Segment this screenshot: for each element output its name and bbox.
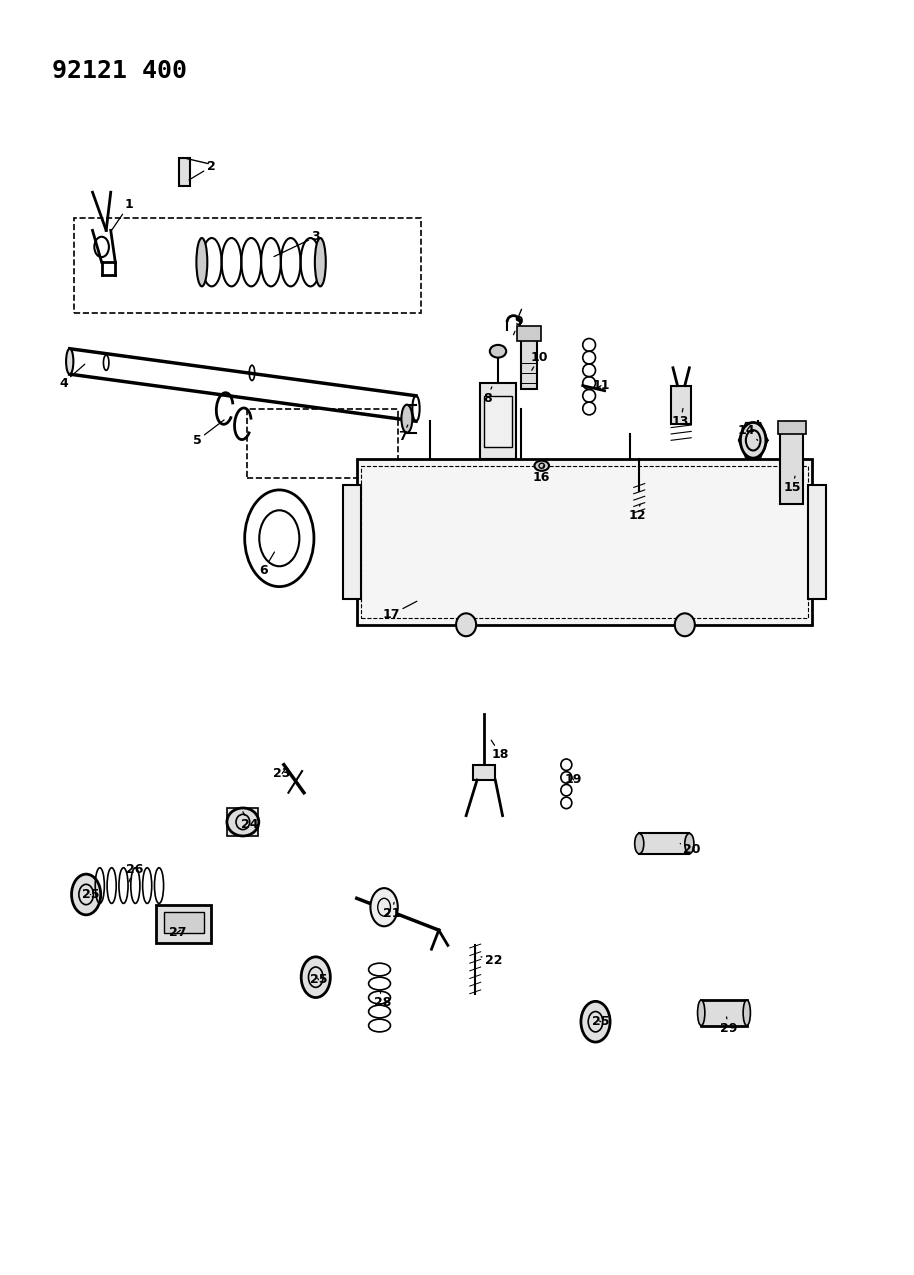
Text: 26: 26	[126, 863, 143, 882]
Bar	[74, 218, 420, 314]
Text: 28: 28	[374, 992, 391, 1009]
Text: 20: 20	[680, 844, 701, 857]
Bar	[521, 337, 537, 389]
Text: 6: 6	[260, 552, 274, 576]
Bar	[778, 421, 806, 434]
Text: 3: 3	[274, 231, 320, 256]
Bar	[179, 158, 190, 186]
Text: 15: 15	[783, 476, 801, 493]
Bar	[701, 1000, 747, 1025]
Ellipse shape	[401, 404, 412, 432]
Text: 12: 12	[629, 504, 646, 521]
Ellipse shape	[456, 613, 476, 636]
Bar	[343, 484, 361, 599]
Text: 8: 8	[483, 386, 492, 405]
Bar	[639, 834, 689, 854]
Ellipse shape	[314, 238, 325, 287]
Ellipse shape	[490, 346, 506, 357]
Text: 11: 11	[592, 379, 610, 393]
Circle shape	[302, 956, 330, 997]
Text: 16: 16	[533, 465, 550, 483]
Text: 24: 24	[241, 812, 259, 831]
Bar	[228, 808, 259, 836]
Text: 17: 17	[383, 602, 417, 621]
Ellipse shape	[66, 348, 73, 374]
Bar	[808, 484, 826, 599]
Text: 13: 13	[672, 408, 689, 427]
Ellipse shape	[197, 238, 207, 287]
Text: 1: 1	[112, 199, 133, 231]
Text: 25: 25	[592, 1015, 610, 1028]
Ellipse shape	[697, 1000, 705, 1025]
Ellipse shape	[227, 808, 259, 836]
Bar	[248, 408, 398, 478]
Bar	[361, 465, 808, 618]
Circle shape	[71, 875, 101, 915]
Text: 7: 7	[398, 425, 408, 442]
Bar	[156, 905, 211, 942]
Text: 5: 5	[193, 419, 224, 446]
Text: 21: 21	[383, 903, 400, 921]
Bar	[781, 427, 803, 504]
Circle shape	[370, 889, 398, 927]
Text: 27: 27	[168, 926, 186, 940]
Text: 10: 10	[530, 351, 547, 370]
Bar	[480, 382, 516, 459]
Text: 14: 14	[738, 423, 758, 440]
Text: 23: 23	[273, 768, 291, 780]
Text: 22: 22	[481, 954, 502, 968]
Bar	[484, 395, 512, 446]
Text: 18: 18	[491, 741, 509, 761]
Bar	[164, 913, 204, 932]
Bar	[356, 459, 813, 625]
Circle shape	[581, 1001, 610, 1042]
Text: 4: 4	[59, 365, 85, 390]
Ellipse shape	[535, 460, 549, 470]
Bar	[671, 385, 691, 423]
Text: 25: 25	[310, 973, 327, 987]
Text: 2: 2	[189, 161, 216, 180]
Text: 25: 25	[82, 887, 100, 901]
Ellipse shape	[685, 834, 694, 854]
Ellipse shape	[740, 422, 766, 458]
Text: 29: 29	[720, 1017, 738, 1034]
Ellipse shape	[634, 834, 643, 854]
Text: 92121 400: 92121 400	[51, 59, 186, 83]
Text: 19: 19	[565, 774, 582, 787]
Ellipse shape	[743, 1000, 750, 1025]
Text: 9: 9	[514, 315, 524, 335]
Bar	[473, 765, 495, 780]
Bar	[517, 326, 541, 342]
Ellipse shape	[675, 613, 695, 636]
